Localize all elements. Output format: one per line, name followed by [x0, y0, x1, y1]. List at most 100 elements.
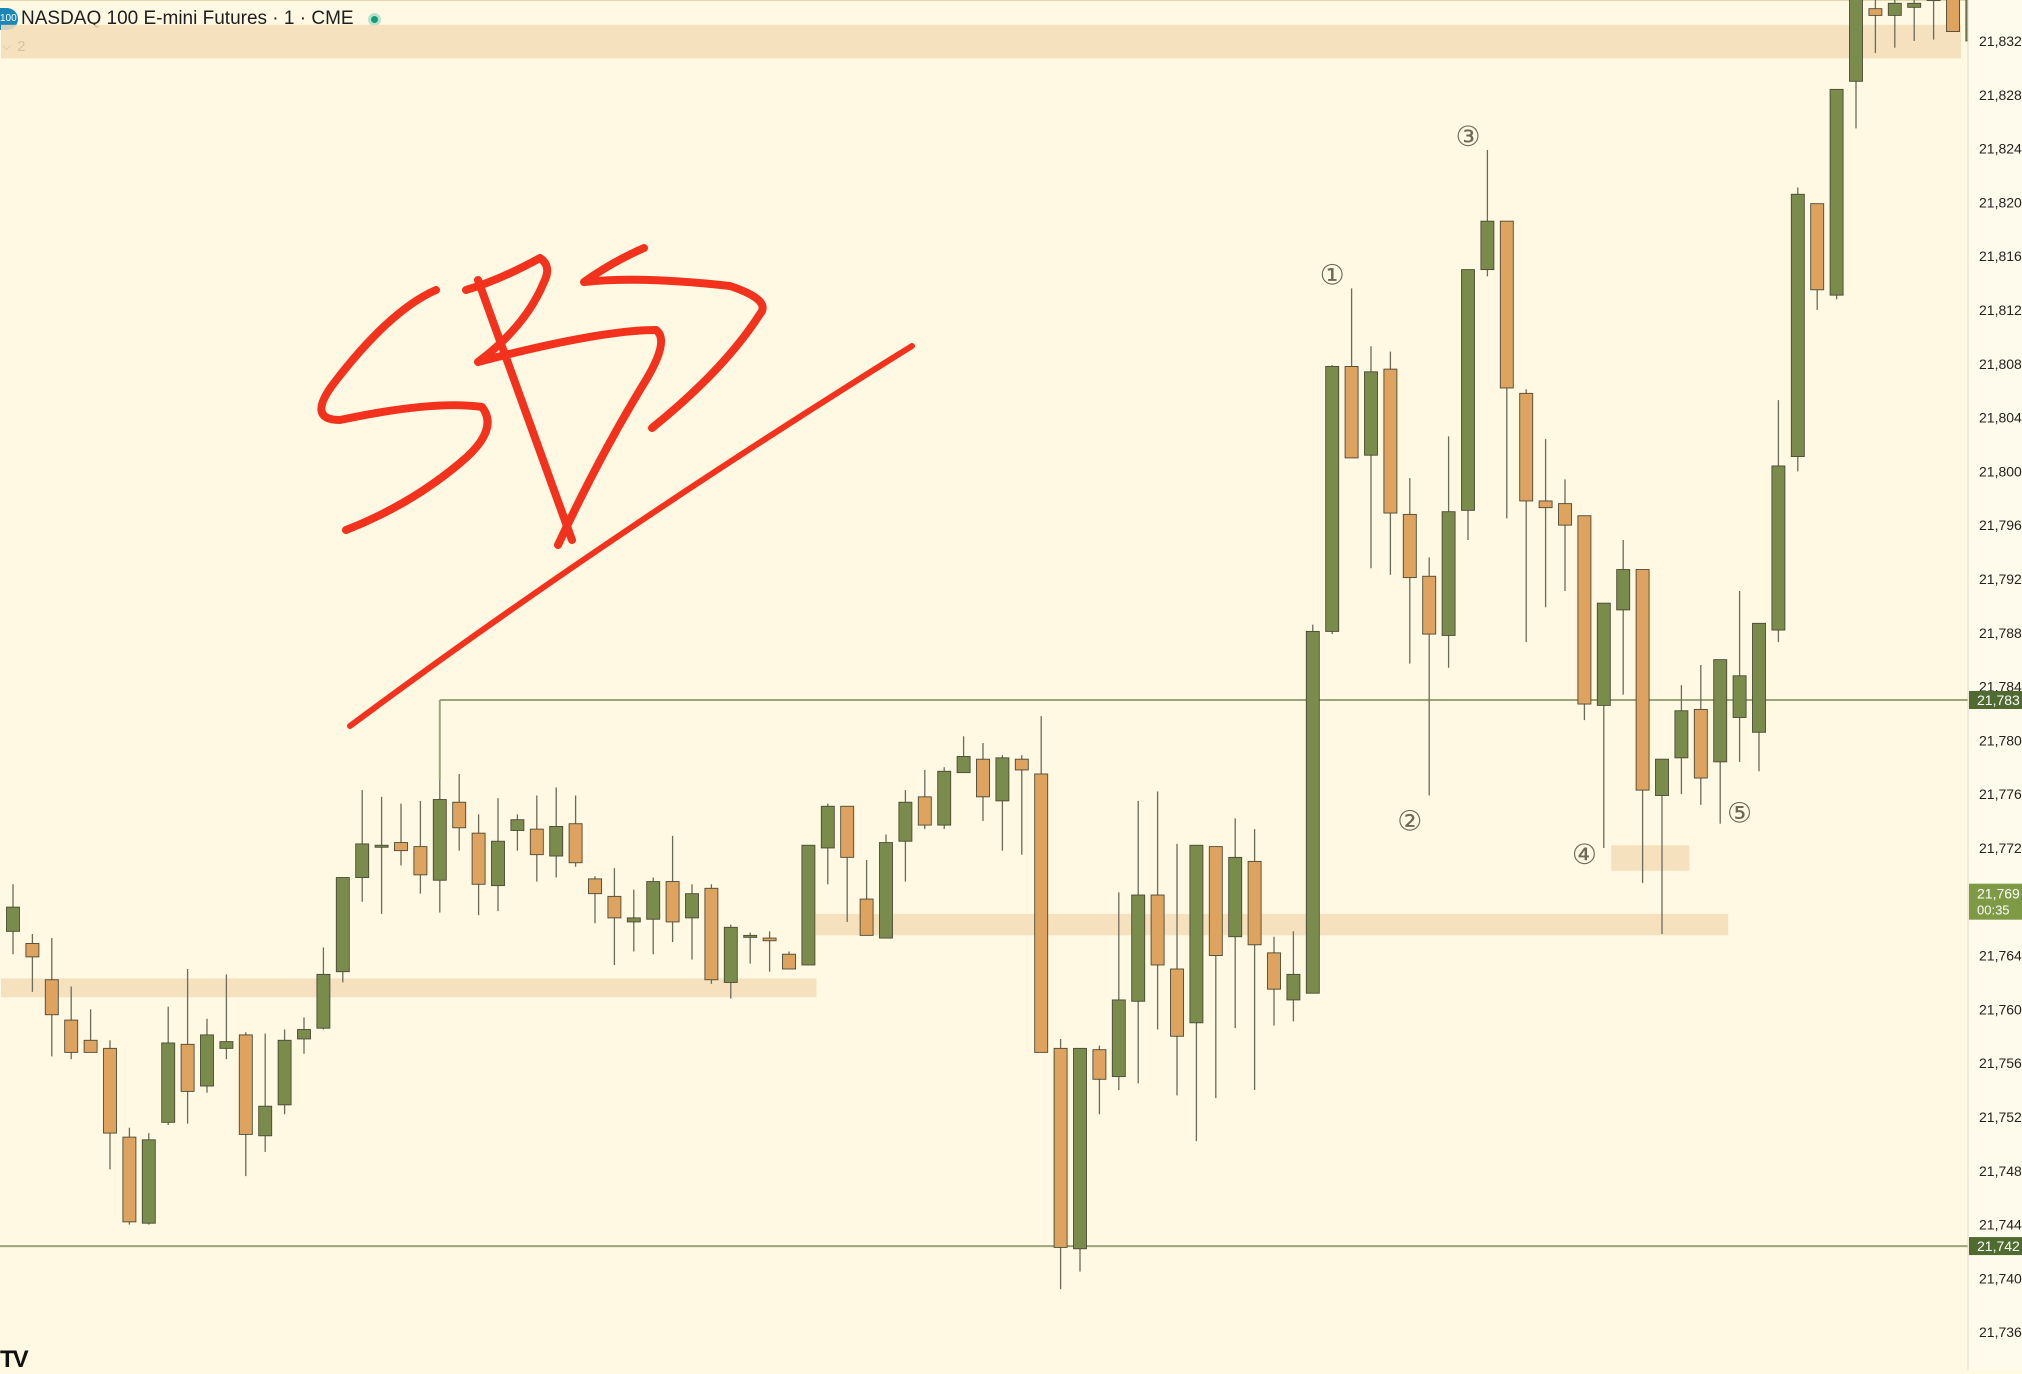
candle-53[interactable]: [1014, 755, 1029, 855]
candle-1[interactable]: [6, 884, 20, 955]
candle-34[interactable]: [646, 877, 661, 955]
candle-37[interactable]: [704, 884, 719, 984]
candle-74[interactable]: [1422, 557, 1437, 796]
candle-39[interactable]: [743, 932, 758, 964]
candle-8[interactable]: [141, 1133, 156, 1225]
candle-85[interactable]: [1635, 569, 1650, 883]
candle-87[interactable]: [1674, 685, 1689, 795]
wave-label-4[interactable]: ④: [1572, 838, 1597, 871]
zone-3[interactable]: [815, 913, 1729, 936]
candle-4[interactable]: [64, 986, 79, 1060]
candle-45[interactable]: [859, 860, 874, 936]
candle-22[interactable]: [413, 800, 428, 894]
candle-46[interactable]: [879, 834, 893, 939]
candle-97[interactable]: [1868, 0, 1883, 54]
candle-78[interactable]: [1499, 220, 1514, 519]
candle-88[interactable]: [1693, 665, 1708, 805]
candle-27[interactable]: [510, 814, 525, 851]
candle-44[interactable]: [840, 805, 855, 922]
candle-49[interactable]: [937, 767, 952, 830]
candle-48[interactable]: [917, 769, 932, 830]
candle-5[interactable]: [83, 1009, 98, 1053]
candle-3[interactable]: [44, 938, 59, 1057]
candle-76[interactable]: [1461, 269, 1475, 540]
symbol-logo-icon[interactable]: 100: [0, 8, 18, 30]
candle-58[interactable]: [1111, 892, 1126, 1091]
candle-67[interactable]: [1286, 931, 1301, 1022]
candle-95[interactable]: [1829, 88, 1844, 300]
market-open-dot-icon[interactable]: [367, 12, 381, 26]
candle-6[interactable]: [103, 1040, 117, 1170]
candle-30[interactable]: [568, 795, 583, 867]
candle-75[interactable]: [1441, 436, 1456, 668]
wave-label-3[interactable]: ③: [1455, 120, 1480, 153]
candle-86[interactable]: [1655, 758, 1669, 935]
candle-43[interactable]: [820, 803, 835, 885]
candle-38[interactable]: [723, 924, 738, 999]
candle-98[interactable]: [1887, 0, 1902, 48]
candle-16[interactable]: [297, 1017, 311, 1054]
candle-62[interactable]: [1189, 844, 1204, 1142]
candle-92[interactable]: [1771, 400, 1786, 643]
candle-81[interactable]: [1558, 479, 1572, 592]
candle-73[interactable]: [1402, 478, 1417, 664]
wave-label-1[interactable]: ①: [1320, 258, 1345, 291]
candle-36[interactable]: [685, 884, 699, 960]
zone-2[interactable]: [1, 978, 817, 998]
candle-68[interactable]: [1305, 624, 1320, 994]
candle-69[interactable]: [1325, 365, 1340, 635]
candle-17[interactable]: [316, 947, 331, 1030]
candle-18[interactable]: [335, 877, 350, 983]
candle-57[interactable]: [1092, 1045, 1107, 1115]
candle-29[interactable]: [549, 787, 564, 878]
price-scale[interactable]: [1967, 0, 2022, 1370]
candle-94[interactable]: [1810, 203, 1825, 310]
candle-60[interactable]: [1150, 791, 1165, 1030]
candle-50[interactable]: [956, 736, 971, 774]
candle-65[interactable]: [1247, 829, 1262, 1091]
candle-90[interactable]: [1732, 591, 1747, 762]
candle-31[interactable]: [588, 876, 602, 924]
candle-89[interactable]: [1713, 659, 1728, 824]
candle-40[interactable]: [762, 931, 777, 972]
candle-9[interactable]: [161, 1006, 176, 1126]
candle-54[interactable]: [1034, 716, 1049, 1053]
candle-32[interactable]: [607, 868, 622, 965]
tradingview-logo[interactable]: TV: [0, 1346, 29, 1373]
symbol-title[interactable]: NASDAQ 100 E-mini Futures · 1 · CME: [21, 8, 354, 29]
candle-23[interactable]: [432, 779, 447, 913]
candle-79[interactable]: [1519, 389, 1534, 643]
candle-14[interactable]: [258, 1033, 273, 1152]
candle-7[interactable]: [122, 1127, 137, 1225]
candle-2[interactable]: [25, 934, 40, 992]
candle-93[interactable]: [1790, 187, 1805, 472]
wave-label-5[interactable]: ⑤: [1727, 796, 1752, 829]
candle-80[interactable]: [1538, 439, 1553, 608]
candle-82[interactable]: [1577, 515, 1592, 721]
candle-84[interactable]: [1616, 539, 1631, 695]
wave-label-2[interactable]: ②: [1397, 804, 1422, 837]
candle-13[interactable]: [238, 1032, 253, 1177]
candle-66[interactable]: [1267, 936, 1281, 1026]
zone-1[interactable]: [1, 24, 1961, 59]
candle-35[interactable]: [665, 835, 680, 943]
candle-11[interactable]: [200, 1018, 214, 1093]
candle-47[interactable]: [898, 790, 913, 882]
candle-52[interactable]: [995, 755, 1010, 851]
candle-10[interactable]: [180, 969, 195, 1124]
candle-64[interactable]: [1228, 818, 1243, 1029]
candle-42[interactable]: [801, 844, 816, 966]
candle-56[interactable]: [1073, 1047, 1087, 1272]
candle-55[interactable]: [1053, 1038, 1068, 1290]
candle-101[interactable]: [1946, 0, 1960, 32]
candle-15[interactable]: [277, 1029, 292, 1115]
candle-21[interactable]: [394, 803, 408, 866]
candle-20[interactable]: [374, 796, 389, 914]
candle-25[interactable]: [471, 814, 486, 916]
candle-70[interactable]: [1344, 288, 1359, 459]
candle-33[interactable]: [626, 889, 641, 952]
candle-12[interactable]: [219, 974, 234, 1060]
candle-83[interactable]: [1596, 602, 1611, 848]
candle-100[interactable]: [1926, 0, 1941, 40]
candle-72[interactable]: [1383, 351, 1398, 575]
